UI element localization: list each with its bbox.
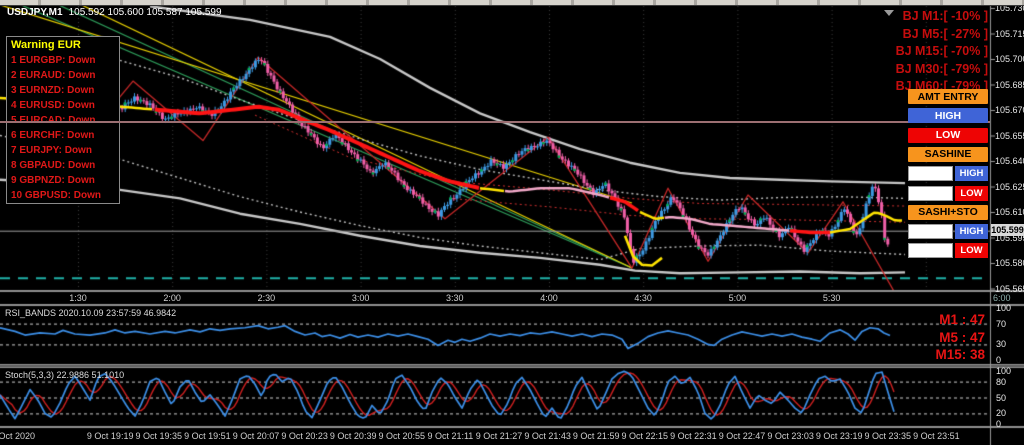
price-axis-tick: 105.625	[995, 181, 1024, 192]
bj-readout: BJ M30:[ -79% ]	[895, 61, 988, 76]
time-axis-label: 5:00	[728, 293, 747, 303]
stoch-axis-tick: 50	[996, 392, 1007, 403]
bar-time-label: 9 Oct 23:35	[864, 431, 912, 441]
warning-panel-title: Warning EUR	[11, 39, 81, 51]
warning-item: 8 GBPAUD: Down	[11, 160, 96, 171]
plum-horizontal-level-line	[0, 121, 990, 123]
price-axis-tick: 105.715	[995, 28, 1024, 39]
warning-item: 1 EURGBP: Down	[11, 55, 96, 66]
price-axis-tick: 105.580	[995, 258, 1024, 268]
signal-row: HIGH	[908, 224, 988, 240]
bar-time-label: 9 Oct 23:19	[815, 431, 863, 441]
stoch-axis-tick: 100	[996, 366, 1012, 376]
time-axis-label: 2:30	[257, 293, 276, 303]
signal-value-box	[908, 185, 953, 201]
price-axis-tick: 105.730	[995, 3, 1024, 13]
signal-row: LOW	[908, 243, 988, 259]
current-price-tag: 105.599	[991, 224, 1024, 236]
bj-percent-readouts: BJ M1:[ -10% ] BJ M5:[ -27% ] BJ M15:[ -70…	[896, 8, 988, 96]
warning-item: 10 GBPUSD: Down	[11, 190, 102, 201]
time-axis-label: 4:00	[540, 293, 558, 303]
ohlc-quotes-label: 105.592 105.600 105.587 105.599	[68, 7, 222, 18]
low-chip[interactable]: LOW	[955, 243, 988, 259]
low-button[interactable]: LOW	[908, 127, 988, 143]
bar-time-label: 9 Oct 22:15	[621, 431, 669, 441]
bar-time-label: 9 Oct 21:43	[524, 431, 571, 441]
rsi-axis-tick: 70	[996, 318, 1007, 329]
bar-time-label: 9 Oct 21:11	[427, 431, 474, 441]
warning-item: 2 EURAUD: Down	[11, 70, 96, 81]
price-axis-tick: 105.685	[995, 79, 1024, 90]
price-axis-tick: 105.655	[995, 130, 1024, 141]
stoch-axis-tick: 80	[996, 376, 1007, 387]
bj-readout: BJ M5:[ -27% ]	[902, 26, 988, 41]
stochastic-indicator-label: Stoch(5,3,3) 22.9886 51.1010	[5, 370, 125, 380]
stoch-axis-tick: 0	[996, 419, 1002, 429]
bar-time-label: 9 Oct 22:47	[718, 431, 766, 441]
bar-time-label: 9 Oct 20:23	[281, 431, 328, 441]
rsi-timeframe-readout: M5 : 47	[939, 329, 985, 345]
bar-time-label: 9 Oct 21:59	[572, 431, 620, 441]
bj-readout: BJ M1:[ -10% ]	[902, 9, 988, 23]
window-top-edge	[0, 0, 1024, 6]
time-axis-label: 5:30	[822, 293, 841, 303]
signal-value-box	[908, 166, 953, 182]
bar-time-label: 9 Oct 22:31	[670, 431, 717, 441]
signal-row: HIGH	[908, 166, 988, 182]
chart-ohlc-header: USDJPY,M1 105.592 105.600 105.587 105.599	[7, 7, 222, 18]
bar-time-label: 9 Oct 23:51	[913, 431, 960, 441]
signal-value-box	[908, 243, 953, 259]
bar-time-label: 9 Oct 19:35	[135, 431, 183, 441]
high-chip[interactable]: HIGH	[955, 224, 988, 240]
warning-item: 7 EURJPY: Down	[11, 145, 92, 156]
symbol-period-label: USDJPY,M1	[7, 7, 63, 18]
rsi-axis-tick: 0	[996, 355, 1002, 365]
rsi-axis-tick: 30	[996, 339, 1007, 350]
time-axis-label: 1:30	[69, 293, 87, 303]
price-axis-tick: 105.700	[995, 54, 1024, 64]
price-axis-tick: 105.670	[995, 105, 1024, 115]
corner-time-label: 6:00	[993, 293, 1011, 303]
bj-readout: BJ M15:[ -70% ]	[895, 44, 988, 58]
warning-items-list: 1 EURGBP: Down 2 EURAUD: Down 3 EURNZD: Do…	[11, 53, 119, 203]
time-axis-label: 2:00	[163, 293, 181, 303]
rsi-timeframe-readout: M1 : 47	[939, 312, 985, 327]
price-axis-tick: 105.610	[995, 207, 1024, 217]
stoch-axis-tick: 20	[996, 408, 1007, 419]
bar-time-label: 9 Oct 23:03	[767, 431, 814, 441]
warning-item: 9 GBPNZD: Down	[11, 175, 95, 186]
warning-eur-panel: Warning EUR 1 EURGBP: Down 2 EURAUD: Down…	[6, 36, 120, 204]
rsi-timeframe-readout: M15: 38	[935, 347, 985, 362]
low-chip[interactable]: LOW	[955, 185, 988, 201]
bar-time-label: 9 Oct 20:39	[329, 431, 377, 441]
high-chip[interactable]: HIGH	[955, 166, 988, 182]
rsi-indicator-label: RSI_BANDS 2020.10.09 23:57:59 46.9842	[5, 308, 177, 318]
bar-time-label: 9 Oct 2020	[0, 431, 36, 441]
time-axis-label: 3:00	[351, 293, 370, 303]
high-button[interactable]: HIGH	[908, 108, 988, 124]
signal-row: LOW	[908, 185, 988, 201]
rsi-axis-tick: 100	[996, 303, 1012, 313]
price-axis-tick: 105.640	[995, 156, 1024, 166]
signal-value-box	[908, 224, 953, 240]
bar-time-label: 9 Oct 21:27	[475, 431, 523, 441]
bar-time-label: 9 Oct 20:07	[232, 431, 280, 441]
price-axis-tick: 105.595	[995, 232, 1024, 243]
bar-time-label: 9 Oct 19:51	[184, 431, 231, 441]
price-axis-tick: 105.565	[995, 283, 1024, 294]
warning-item: 4 EURUSD: Down	[11, 100, 95, 111]
sashine-button[interactable]: SASHINE	[908, 146, 988, 162]
bar-time-label: 9 Oct 20:55	[378, 431, 426, 441]
chart-shift-marker-icon	[884, 10, 894, 16]
warning-item: 3 EURNZD: Down	[11, 85, 95, 96]
sashi-sto-button[interactable]: SASHI+STO	[908, 204, 988, 220]
bar-time-label: 9 Oct 19:19	[86, 431, 134, 441]
time-axis-label: 4:30	[634, 293, 652, 303]
amt-entry-button[interactable]: AMT ENTRY	[908, 89, 988, 104]
warning-item: 5 EURCAD: Down	[11, 113, 119, 128]
time-axis-label: 3:30	[446, 293, 464, 303]
warning-item: 6 EURCHF: Down	[11, 130, 95, 141]
